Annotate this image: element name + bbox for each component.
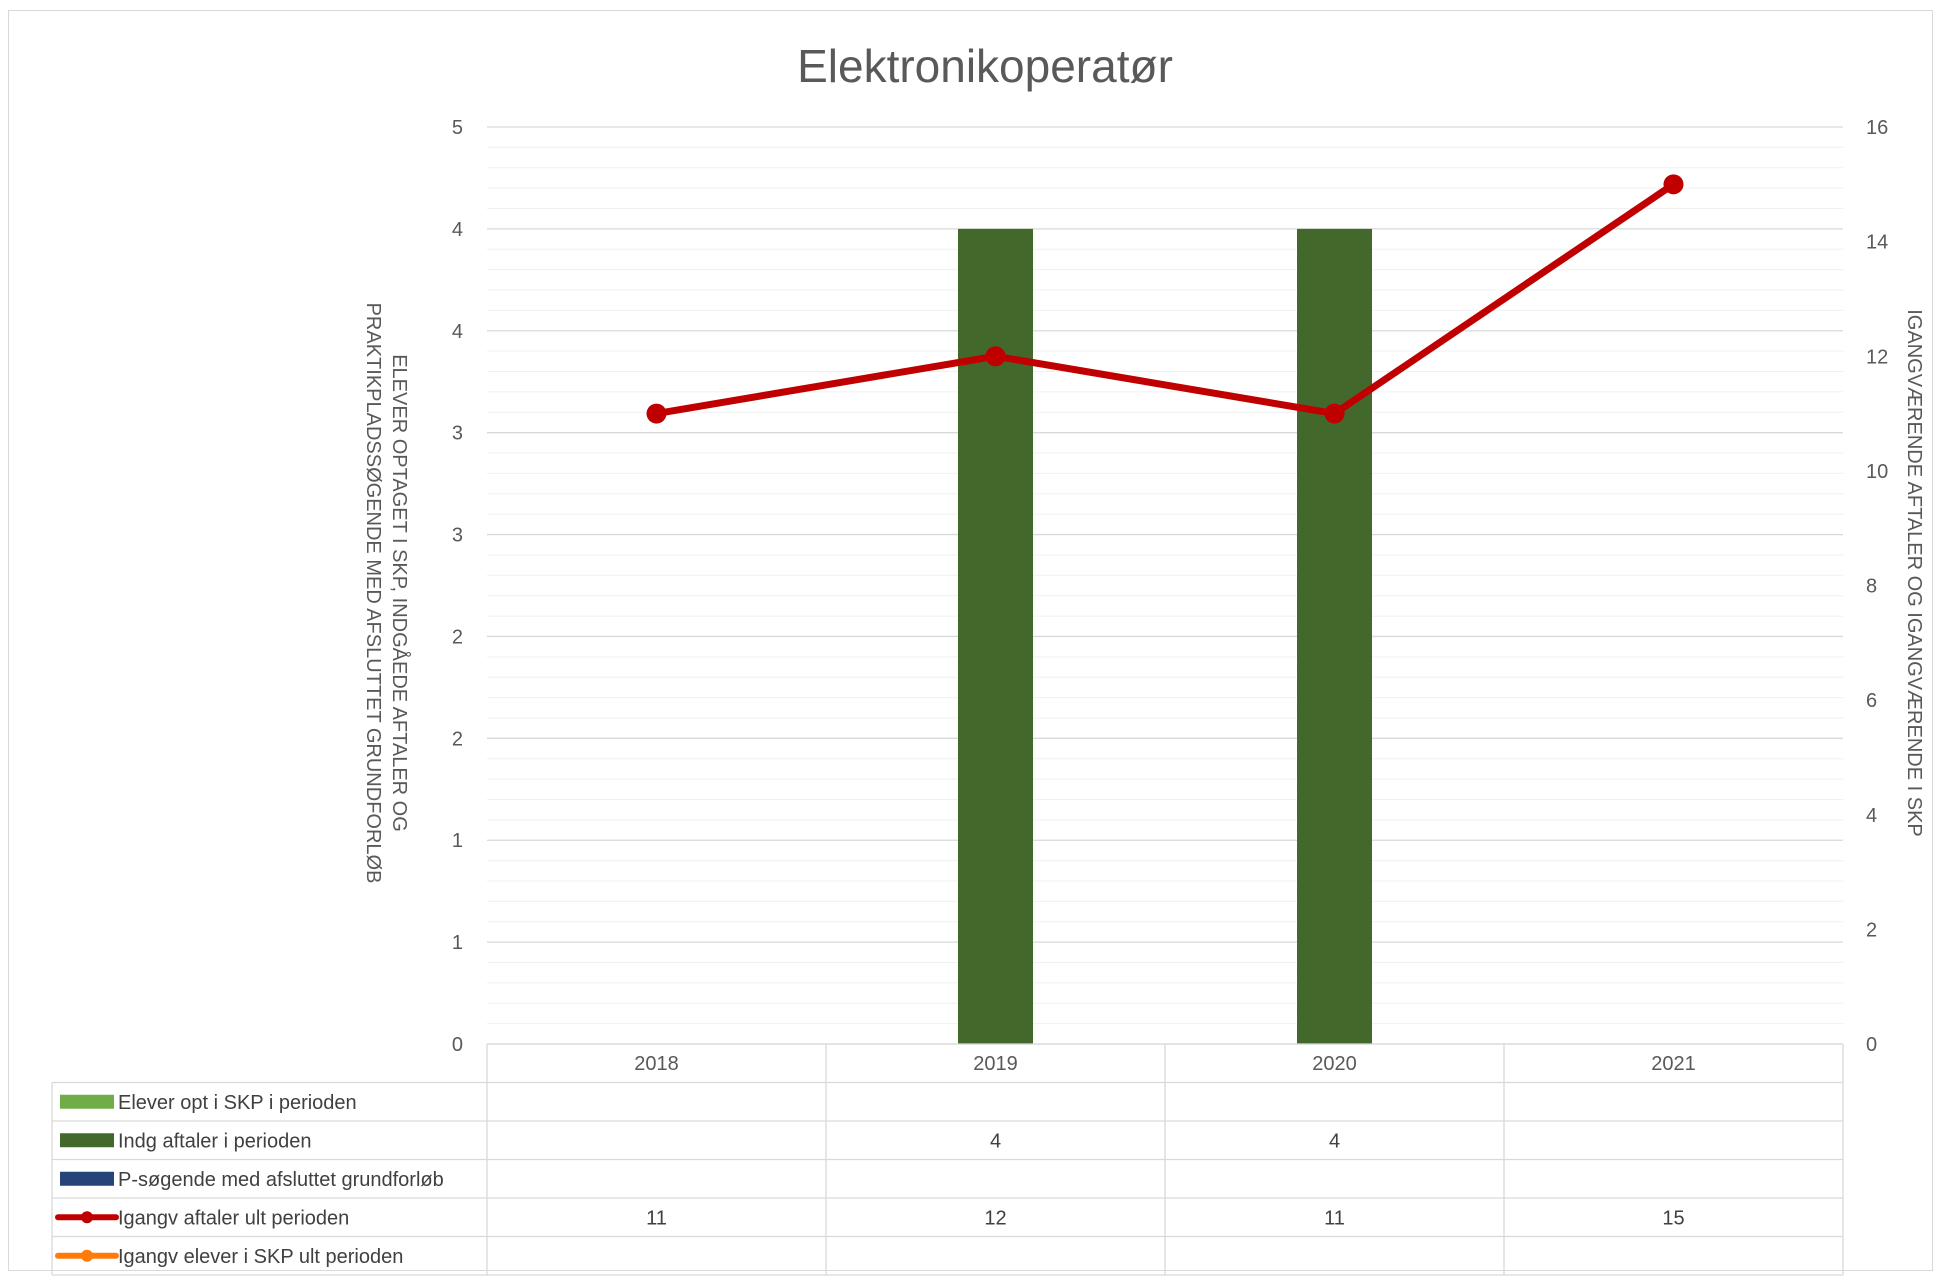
left-axis-title-line1: ELEVER OPTAGET I SKP, INDGÅEDE AFTALER O… xyxy=(388,354,411,832)
right-tick-label: 14 xyxy=(1866,232,1888,254)
line-point-2021 xyxy=(1663,174,1684,195)
legend-key-bar xyxy=(60,1133,114,1148)
right-tick-label: 12 xyxy=(1866,346,1888,368)
line-series-3 xyxy=(655,181,1676,418)
right-tick-label: 6 xyxy=(1866,690,1877,712)
left-tick-label: 3 xyxy=(452,525,463,547)
x-tick-label: 2020 xyxy=(1312,1053,1357,1075)
legend-key-bar xyxy=(60,1171,114,1186)
left-tick-label: 4 xyxy=(452,219,463,241)
data-label: 12 xyxy=(984,1207,1006,1229)
right-tick-label: 16 xyxy=(1866,117,1888,139)
data-label: 11 xyxy=(646,1207,667,1229)
left-tick-label: 5 xyxy=(452,117,463,139)
left-tick-label: 1 xyxy=(452,830,463,852)
line-point-2018 xyxy=(646,403,667,424)
right-axis-title: IGANGVÆRENDE AFTALER OG IGANGVÆRENDE I S… xyxy=(1903,309,1925,837)
legend-key-marker xyxy=(81,1249,93,1262)
left-tick-label: 2 xyxy=(452,728,463,750)
left-tick-label: 4 xyxy=(452,321,463,343)
left-tick-label: 1 xyxy=(452,932,463,954)
data-label: 4 xyxy=(990,1130,1001,1152)
legend-label: Elever opt i SKP i perioden xyxy=(118,1092,357,1114)
left-tick-label: 3 xyxy=(452,423,463,445)
legend-label: Indg aftaler i perioden xyxy=(118,1130,311,1152)
left-tick-label: 0 xyxy=(452,1034,463,1056)
data-label: 15 xyxy=(1662,1207,1684,1229)
data-label: 4 xyxy=(1329,1130,1340,1152)
chart-title: Elektronikoperatør xyxy=(797,40,1173,92)
legend-label: Igangv elever i SKP ult perioden xyxy=(118,1246,403,1268)
data-label: 11 xyxy=(1324,1207,1345,1229)
legend-label: P-søgende med afsluttet grundforløb xyxy=(118,1169,444,1191)
right-tick-label: 4 xyxy=(1866,805,1877,827)
x-tick-label: 2018 xyxy=(634,1053,679,1075)
line-point-2019 xyxy=(985,346,1006,367)
left-tick-label: 2 xyxy=(452,626,463,648)
right-tick-label: 10 xyxy=(1866,461,1888,483)
bar-indg-aftaler-i-perioden-2020 xyxy=(1297,228,1372,1044)
right-tick-label: 0 xyxy=(1866,1034,1877,1056)
x-tick-label: 2019 xyxy=(973,1053,1018,1075)
legend-label: Igangv aftaler ult perioden xyxy=(118,1207,349,1229)
right-tick-label: 8 xyxy=(1866,576,1877,598)
left-axis-title-line2: PRAKTIKPLADSSØGENDE MED AFSLUTTET GRUNDF… xyxy=(362,303,384,884)
legend-key-marker xyxy=(81,1211,93,1224)
right-tick-label: 2 xyxy=(1866,919,1877,941)
line-point-2020 xyxy=(1324,403,1345,424)
x-tick-label: 2021 xyxy=(1651,1053,1696,1075)
legend-key-bar xyxy=(60,1094,114,1109)
